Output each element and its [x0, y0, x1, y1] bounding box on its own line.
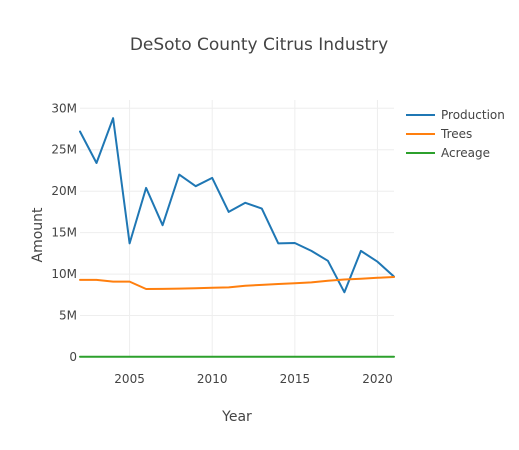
legend-item-acreage[interactable]: Acreage — [406, 146, 490, 160]
series-line-production[interactable] — [79, 117, 395, 294]
y-tick-label: 30M — [51, 101, 77, 115]
plot-area[interactable] — [79, 117, 395, 358]
legend-label: Trees — [440, 127, 472, 141]
x-tick-label: 2005 — [114, 372, 145, 386]
legend-label: Production — [441, 108, 505, 122]
y-axis: 0 5M 10M 15M 20M 25M 30M — [51, 101, 77, 364]
x-tick-label: 2015 — [280, 372, 311, 386]
x-tick-label: 2020 — [362, 372, 393, 386]
y-tick-label: 20M — [51, 184, 77, 198]
series-line-trees[interactable] — [79, 276, 395, 290]
y-tick-label: 0 — [69, 350, 77, 364]
y-axis-title: Amount — [30, 207, 46, 263]
legend-item-production[interactable]: Production — [406, 108, 505, 122]
y-tick-label: 15M — [51, 226, 77, 240]
x-axis: 2005 2010 2015 2020 — [114, 372, 392, 386]
legend-label: Acreage — [441, 146, 490, 160]
y-tick-label: 25M — [51, 143, 77, 157]
legend-item-trees[interactable]: Trees — [406, 127, 472, 141]
y-tick-label: 5M — [59, 309, 77, 323]
legend[interactable]: Production Trees Acreage — [406, 108, 505, 160]
x-axis-title: Year — [221, 409, 252, 425]
x-tick-label: 2010 — [197, 372, 228, 386]
y-tick-label: 10M — [51, 267, 77, 281]
chart-title: DeSoto County Citrus Industry — [130, 35, 388, 55]
